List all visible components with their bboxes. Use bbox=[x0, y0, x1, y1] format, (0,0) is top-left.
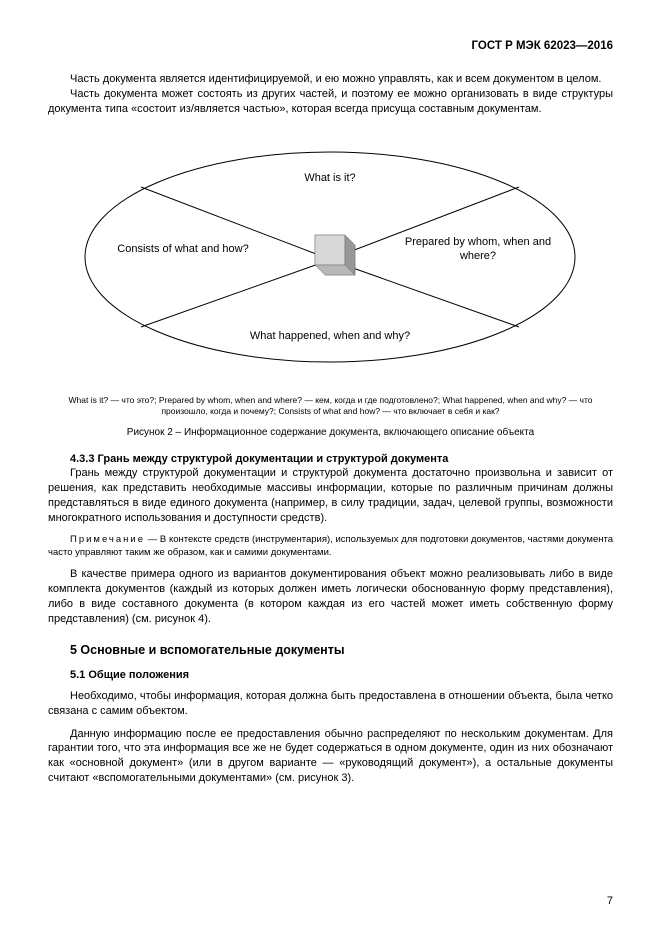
figure-label-bottom: What happened, when and why? bbox=[250, 330, 410, 342]
section-5-para-2: Данную информацию после ее предоставлени… bbox=[48, 727, 613, 786]
intro-paragraph-2: Часть документа может состоять из других… bbox=[48, 87, 613, 117]
figure-2-diagram: What is it? Prepared by whom, when and w… bbox=[48, 127, 613, 387]
page: ГОСТ Р МЭК 62023—2016 Часть документа яв… bbox=[0, 0, 661, 935]
section-5-para-1: Необходимо, чтобы информация, которая до… bbox=[48, 689, 613, 719]
figure-translation: What is it? — что это?; Prepared by whom… bbox=[48, 395, 613, 417]
clause-number: 4.3.3 bbox=[70, 453, 94, 465]
clause-title: Грань между структурой документации и ст… bbox=[98, 453, 449, 465]
page-number: 7 bbox=[607, 895, 613, 907]
section-5-1-heading: 5.1 Общие положения bbox=[70, 669, 613, 681]
note-label: Примечание bbox=[70, 534, 145, 545]
example-paragraph: В качестве примера одного из вариантов д… bbox=[48, 567, 613, 626]
figure-caption: Рисунок 2 – Информационное содержание до… bbox=[48, 427, 613, 438]
section-5-heading: 5 Основные и вспомогательные документы bbox=[70, 643, 613, 657]
diag-line bbox=[336, 262, 519, 327]
note-paragraph: Примечание — В контексте средств (инстру… bbox=[48, 534, 613, 560]
figure-label-left: Consists of what and how? bbox=[117, 243, 248, 255]
figure-label-right-2: where? bbox=[459, 250, 496, 262]
diag-line bbox=[141, 262, 324, 327]
figure-label-right-1: Prepared by whom, when and bbox=[405, 236, 551, 248]
clause-4-3-3-body: Грань между структурой документации и ст… bbox=[48, 466, 613, 525]
clause-4-3-3: 4.3.3 Грань между структурой документаци… bbox=[48, 452, 613, 467]
figure-2-container: What is it? Prepared by whom, when and w… bbox=[48, 127, 613, 387]
cube-icon bbox=[315, 235, 355, 275]
note-dash: — bbox=[145, 534, 160, 545]
document-standard-id: ГОСТ Р МЭК 62023—2016 bbox=[48, 40, 613, 52]
figure-label-top: What is it? bbox=[304, 172, 355, 184]
intro-paragraph-1: Часть документа является идентифицируемо… bbox=[48, 72, 613, 87]
